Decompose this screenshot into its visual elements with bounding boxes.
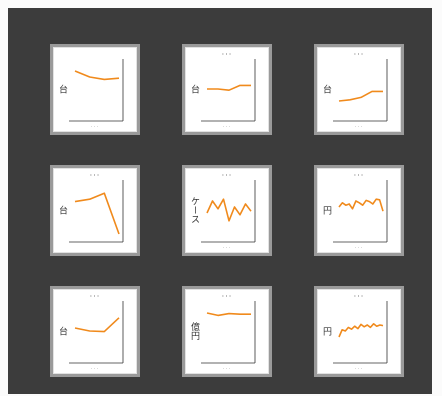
chart-title: ··· xyxy=(89,171,101,180)
chart-thumbnail-1[interactable]: 台 ··· xyxy=(50,44,140,135)
thumbnail-grid: 台 ··· ··· 台 ··· ··· 台 ··· ··· 台 xyxy=(50,44,406,382)
chart-ylabel: ケース xyxy=(189,196,199,224)
series-line xyxy=(206,312,251,317)
series-line xyxy=(207,84,251,92)
chart-plot xyxy=(333,180,388,243)
chart-title: ··· xyxy=(353,292,365,301)
series-line xyxy=(206,198,252,222)
chart-plot xyxy=(201,180,256,243)
series-line xyxy=(338,322,384,338)
chart-ylabel: 円 xyxy=(321,205,331,215)
chart-title: ··· xyxy=(221,171,233,180)
chart-title: ··· xyxy=(89,292,101,301)
chart-thumbnail-8[interactable]: ··· 億円 ··· xyxy=(182,286,272,377)
chart-thumbnail-5[interactable]: ··· ケース ··· xyxy=(182,165,272,256)
chart-ylabel: 台 xyxy=(57,326,67,336)
chart-plot xyxy=(69,180,124,243)
chart-xlabel: ··· xyxy=(222,124,232,131)
chart-title: ··· xyxy=(353,50,365,59)
chart-thumbnail-7[interactable]: ··· 台 ··· xyxy=(50,286,140,377)
chart-title: ··· xyxy=(221,292,233,301)
chart-plot xyxy=(333,59,388,122)
chart-plot xyxy=(201,59,256,122)
series-line xyxy=(74,192,120,235)
chart-ylabel: 円 xyxy=(321,326,331,336)
chart-ylabel: 台 xyxy=(57,205,67,215)
chart-ylabel: 台 xyxy=(189,84,199,94)
chart-plot xyxy=(201,301,256,364)
chart-ylabel: 億円 xyxy=(189,322,199,340)
series-line xyxy=(74,70,120,81)
chart-xlabel: ··· xyxy=(90,124,100,131)
chart-ylabel: 台 xyxy=(57,84,67,94)
chart-thumbnail-3[interactable]: ··· 台 ··· xyxy=(314,44,404,135)
series-line xyxy=(74,317,120,333)
chart-xlabel: ··· xyxy=(354,366,364,373)
chart-xlabel: ··· xyxy=(222,366,232,373)
chart-thumbnail-2[interactable]: ··· 台 ··· xyxy=(182,44,272,135)
chart-plot xyxy=(333,301,388,364)
chart-title: ··· xyxy=(353,171,365,180)
series-line xyxy=(338,90,383,102)
series-line xyxy=(338,198,384,212)
chart-title: ··· xyxy=(221,50,233,59)
chart-xlabel: ··· xyxy=(222,245,232,252)
chart-thumbnail-9[interactable]: ··· 円 ··· xyxy=(314,286,404,377)
chart-thumbnail-4[interactable]: ··· 台 xyxy=(50,165,140,256)
chart-xlabel: ··· xyxy=(354,245,364,252)
chart-xlabel: ··· xyxy=(354,124,364,131)
chart-xlabel: ··· xyxy=(90,366,100,373)
chart-ylabel: 台 xyxy=(321,84,331,94)
chart-plot xyxy=(69,301,124,364)
chart-thumbnail-6[interactable]: ··· 円 ··· xyxy=(314,165,404,256)
chart-grid-canvas: 台 ··· ··· 台 ··· ··· 台 ··· ··· 台 xyxy=(8,8,432,394)
chart-plot xyxy=(69,59,124,122)
